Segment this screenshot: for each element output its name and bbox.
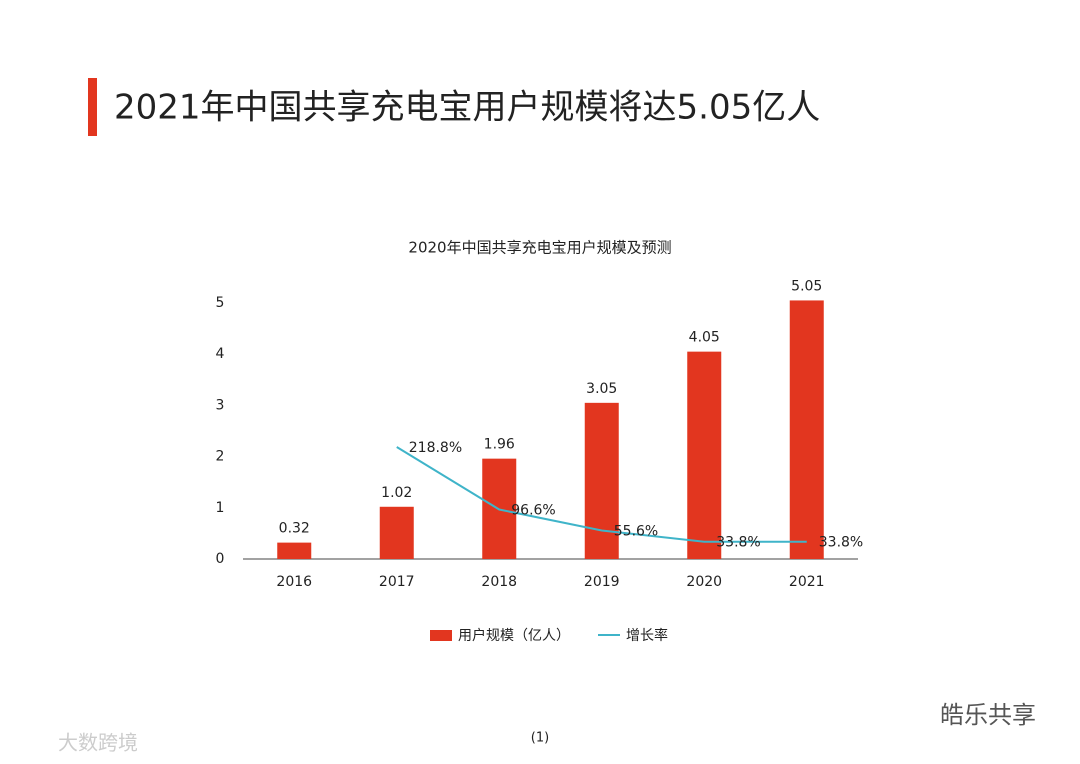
chart-title: 2020年中国共享充电宝用户规模及预测 <box>408 239 671 257</box>
legend-swatch <box>430 630 452 641</box>
data-label: 33.8% <box>716 535 760 551</box>
data-label: 1.96 <box>484 437 515 453</box>
data-label: 33.8% <box>819 535 863 551</box>
y-tick-label: 0 <box>216 551 225 567</box>
title-accent <box>88 78 97 136</box>
bar <box>789 300 824 559</box>
y-tick-label: 1 <box>216 500 225 516</box>
bar <box>277 542 312 559</box>
data-label: 1.02 <box>381 485 412 501</box>
line <box>396 446 807 543</box>
x-tick-label: 2019 <box>584 574 620 590</box>
bar <box>687 351 722 559</box>
x-tick-label: 2021 <box>789 574 825 590</box>
watermark: 皓乐共享 <box>940 701 1036 729</box>
x-tick-label: 2020 <box>686 574 722 590</box>
legend-label: 增长率 <box>626 627 668 644</box>
x-tick-label: 2016 <box>276 574 312 590</box>
data-label: 4.05 <box>689 330 720 346</box>
data-label: 55.6% <box>614 524 658 540</box>
y-tick-label: 2 <box>216 449 225 465</box>
bar <box>379 506 414 559</box>
data-label: 218.8% <box>409 440 462 456</box>
watermark: 大数跨境 <box>58 731 138 755</box>
x-tick-label: 2018 <box>481 574 517 590</box>
data-label: 96.6% <box>511 503 555 519</box>
x-tick-label: 2017 <box>379 574 415 590</box>
data-label: 3.05 <box>586 381 617 397</box>
page-title: 2021年中国共享充电宝用户规模将达5.05亿人 <box>114 88 820 128</box>
y-tick-label: 4 <box>216 346 225 362</box>
data-label: 5.05 <box>791 278 822 294</box>
data-label: 0.32 <box>279 521 310 537</box>
y-tick-label: 5 <box>216 295 225 311</box>
legend-label: 用户规模（亿人） <box>458 627 570 644</box>
bar <box>584 402 619 559</box>
page-number: (1) <box>531 731 549 746</box>
y-tick-label: 3 <box>216 397 225 413</box>
